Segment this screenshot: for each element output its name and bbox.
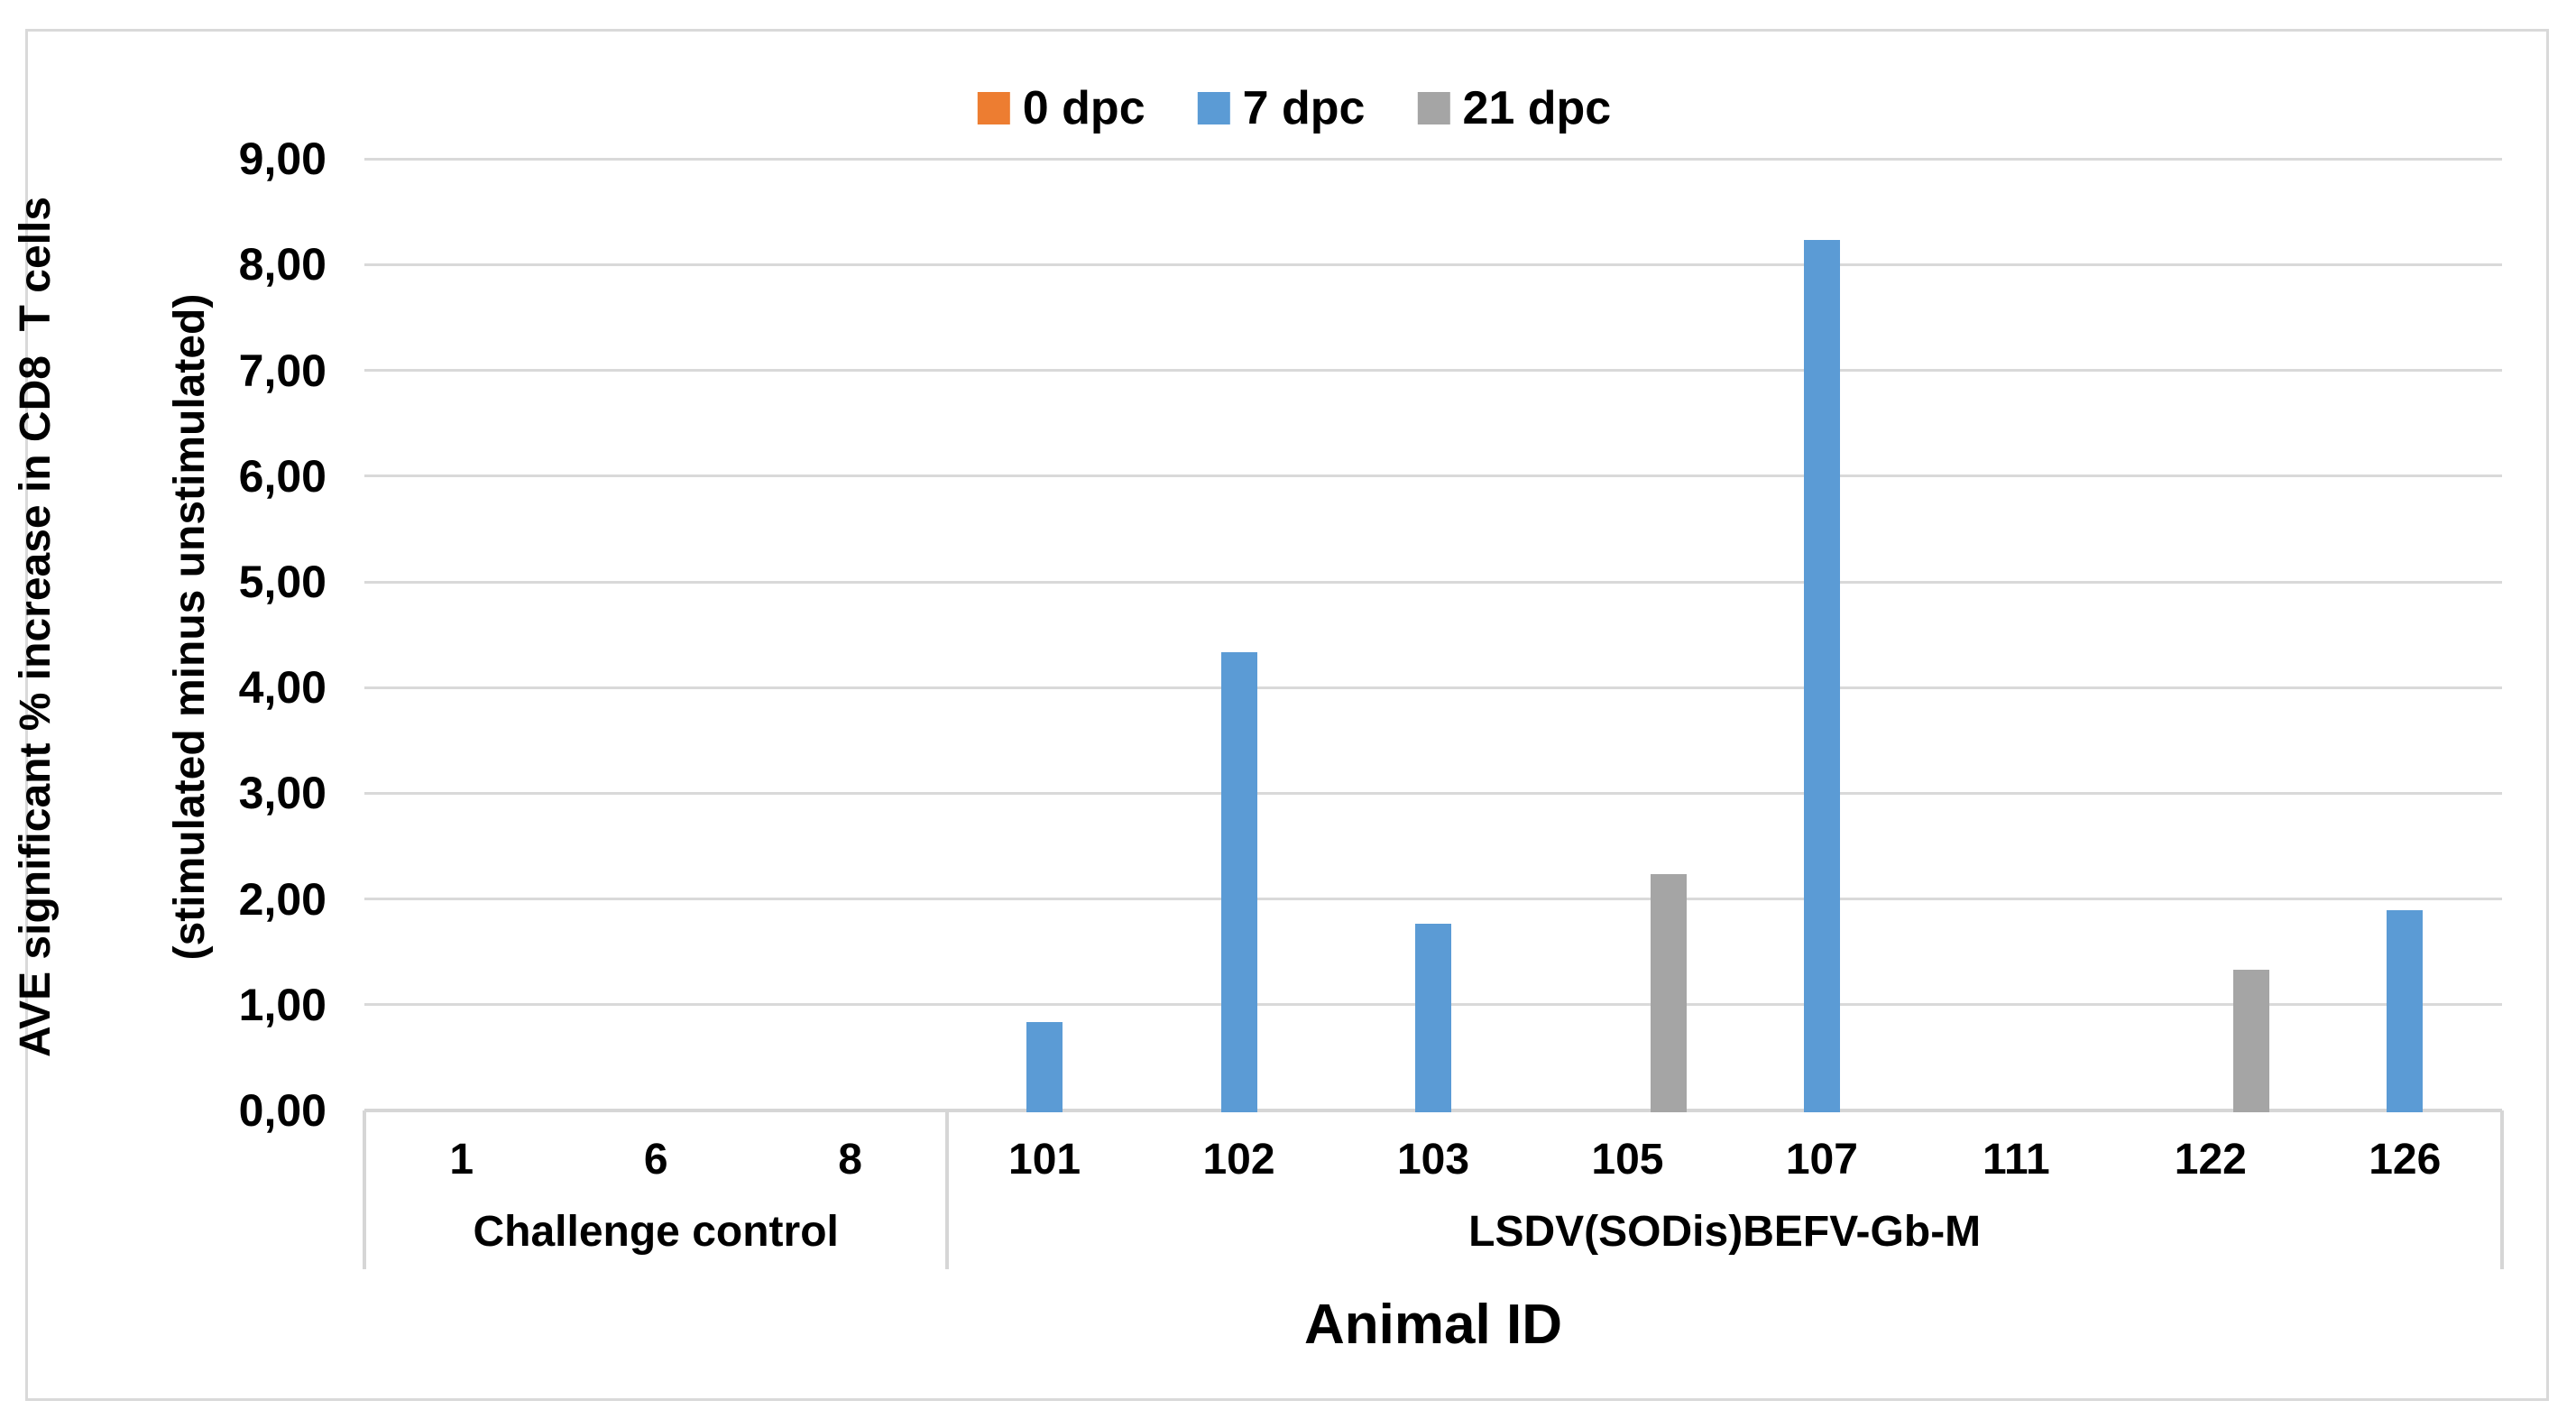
category-label-1: 1 [449, 1136, 474, 1184]
y-tick-label-5_00: 5,00 [238, 557, 327, 607]
y-tick-label-9_00: 9,00 [238, 134, 327, 185]
gridline-7 [364, 369, 2502, 373]
category-label-111: 111 [1982, 1136, 2050, 1184]
legend-label-0dpc: 0 dpc [1022, 82, 1145, 134]
bar-126-7dpc [2387, 910, 2424, 1112]
x-axis-title: Animal ID [1304, 1294, 1562, 1356]
category-axis-divider-2 [2500, 1110, 2504, 1269]
y-tick-label-6_00: 6,00 [238, 450, 327, 502]
category-label-107: 107 [1785, 1136, 1858, 1184]
group-label-1: LSDV(SODis)BEFV-Gb-M [1468, 1208, 1982, 1256]
gridline-9 [364, 157, 2502, 161]
legend-item-0dpc: 0 dpc [977, 82, 1145, 134]
y-axis-title-line2: (stimulated minus unstimulated) [166, 293, 214, 961]
y-axis-title-line1: AVE significant % increase in CD8 T cell… [12, 196, 60, 1058]
y-tick-label-1_00: 1,00 [238, 979, 327, 1030]
bar-101-7dpc [1026, 1022, 1063, 1112]
legend-swatch-7dpc-icon [1197, 92, 1230, 124]
category-label-126: 126 [2369, 1136, 2442, 1184]
y-tick-label-3_00: 3,00 [238, 768, 327, 819]
category-label-105: 105 [1591, 1136, 1664, 1184]
category-axis-divider-1 [945, 1110, 950, 1269]
legend: 0 dpc 7 dpc 21 dpc [977, 82, 1611, 134]
category-label-6: 6 [643, 1136, 668, 1184]
bar-122-21dpc [2233, 969, 2270, 1112]
bar-107-7dpc [1803, 240, 1840, 1112]
category-axis-divider-0 [363, 1110, 366, 1269]
gridline-6 [364, 474, 2502, 478]
y-tick-label-4_00: 4,00 [238, 662, 327, 714]
y-tick-label-7_00: 7,00 [238, 345, 327, 396]
group-label-0: Challenge control [473, 1208, 839, 1256]
gridline-5 [364, 580, 2502, 584]
y-tick-label-8_00: 8,00 [238, 239, 327, 290]
category-label-101: 101 [1008, 1136, 1081, 1184]
category-label-103: 103 [1396, 1136, 1470, 1184]
legend-label-7dpc: 7 dpc [1242, 82, 1366, 134]
bar-103-7dpc [1415, 924, 1451, 1112]
y-tick-label-2_00: 2,00 [238, 873, 327, 925]
gridline-2 [364, 898, 2502, 901]
legend-item-21dpc: 21 dpc [1417, 85, 1611, 132]
legend-swatch-0dpc-icon [977, 92, 1010, 124]
category-label-102: 102 [1202, 1136, 1275, 1184]
gridline-3 [364, 791, 2502, 795]
gridline-4 [364, 686, 2502, 689]
legend-swatch-21dpc-icon [1417, 92, 1450, 124]
bar-105-21dpc [1650, 874, 1687, 1112]
legend-item-7dpc: 7 dpc [1197, 82, 1366, 134]
figure-border [25, 29, 2549, 1401]
bar-102-7dpc [1220, 652, 1257, 1112]
category-label-122: 122 [2174, 1136, 2247, 1184]
gridline-8 [364, 263, 2502, 266]
y-axis-title: AVE significant % increase in CD8 T cell… [0, 197, 318, 1057]
category-label-8: 8 [838, 1136, 862, 1184]
y-tick-label-0_00: 0,00 [238, 1085, 327, 1136]
legend-label-21dpc: 21 dpc [1462, 82, 1612, 134]
